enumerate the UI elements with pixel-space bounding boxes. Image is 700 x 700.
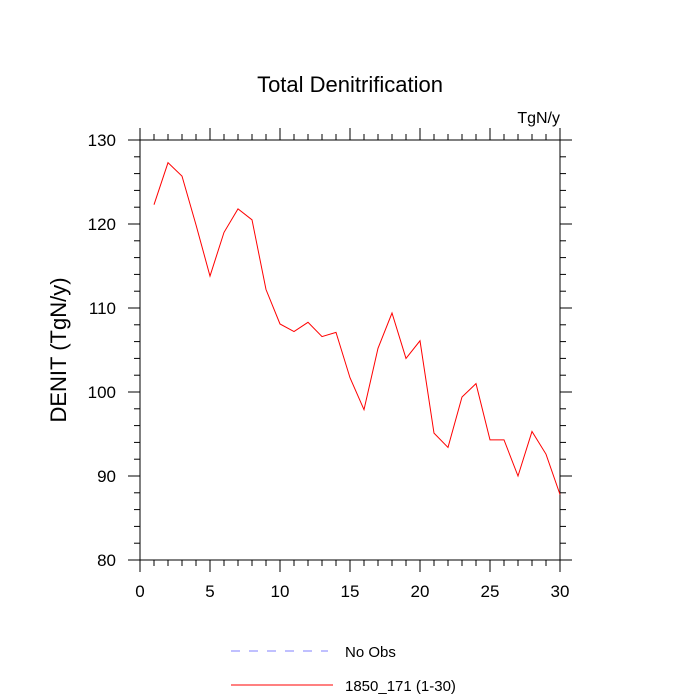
legend: No Obs 1850_171 (1-30) bbox=[231, 644, 456, 695]
x-tick-label: 10 bbox=[271, 582, 290, 601]
y-tick-label: 120 bbox=[88, 215, 116, 234]
y-tick-label: 130 bbox=[88, 131, 116, 150]
x-tick-label: 5 bbox=[205, 582, 214, 601]
y-axis-label: DENIT (TgN/y) bbox=[46, 277, 71, 422]
units-label: TgN/y bbox=[517, 110, 560, 127]
x-tick-label: 15 bbox=[341, 582, 360, 601]
axis-ticks bbox=[128, 128, 572, 572]
x-tick-label: 20 bbox=[411, 582, 430, 601]
legend-label-1: 1850_171 (1-30) bbox=[345, 678, 456, 695]
y-tick-label: 90 bbox=[97, 467, 116, 486]
plot-frame bbox=[139, 139, 561, 561]
x-tick-label: 30 bbox=[551, 582, 570, 601]
y-tick-label: 100 bbox=[88, 383, 116, 402]
y-tick-label: 80 bbox=[97, 551, 116, 570]
x-tick-label: 25 bbox=[481, 582, 500, 601]
y-tick-label: 110 bbox=[89, 299, 116, 318]
chart-title: Total Denitrification bbox=[257, 72, 443, 97]
x-tick-label: 0 bbox=[135, 582, 144, 601]
legend-label-0: No Obs bbox=[345, 644, 396, 661]
series-line-0 bbox=[153, 161, 561, 495]
tick-labels: 0 5 10 15 20 25 30 80 90 100 110 120 130 bbox=[88, 131, 570, 601]
data-series bbox=[153, 161, 561, 495]
